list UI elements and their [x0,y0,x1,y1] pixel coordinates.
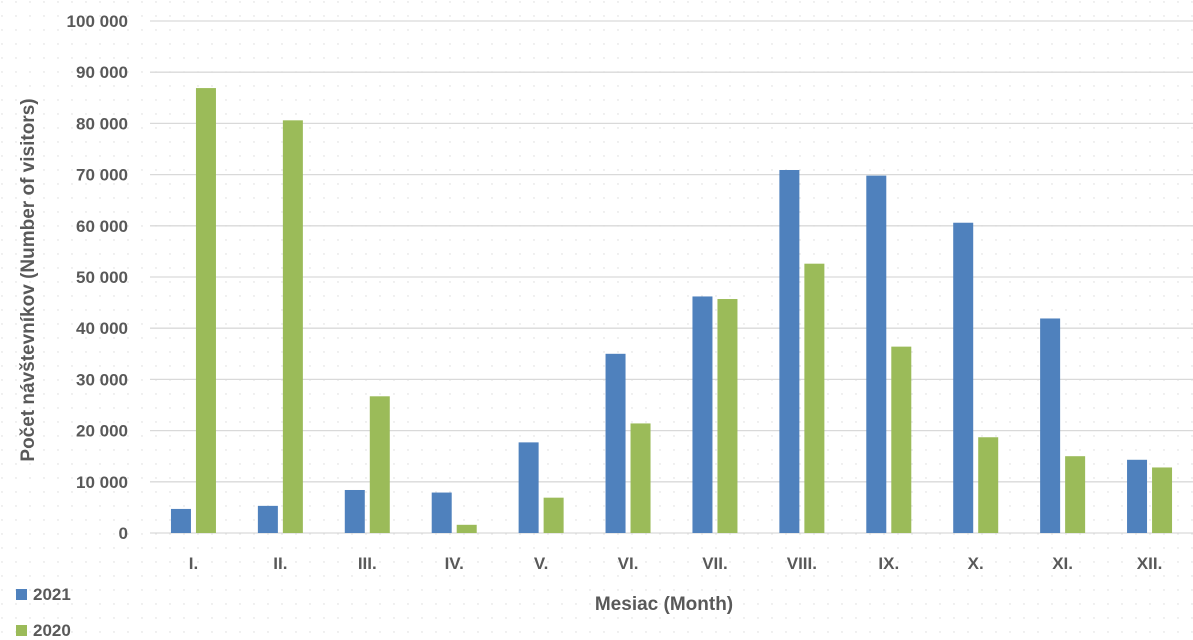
x-tick-label: XII. [1137,554,1163,573]
bar-2020-11 [1152,467,1173,533]
x-tick-label: XI. [1052,554,1073,573]
x-tick-label: I. [189,554,198,573]
y-tick-label: 40 000 [76,319,128,338]
y-axis-title: Počet návštevníkov (Number of visitors) [18,98,39,461]
gridlines [150,20,1193,534]
bar-2021-10 [1040,318,1061,533]
bar-2021-2 [344,489,365,533]
bar-2021-0 [170,508,191,533]
x-tick-label: IX. [878,554,899,573]
x-tick-label: VIII. [787,554,817,573]
y-tick-label: 20 000 [76,422,128,441]
bar-2021-8 [866,175,887,533]
y-tick-label: 60 000 [76,217,128,236]
bar-2021-5 [605,353,626,533]
y-tick-label: 30 000 [76,370,128,389]
x-axis-title: Mesiac (Month) [595,594,733,615]
x-tick-labels: I. II. III. IV. V. VI. VII. VIII. IX. X. XI. XII. [189,554,1163,573]
y-tick-label: 70 000 [76,166,128,185]
bar-2021-1 [257,505,278,533]
legend-swatch-2021 [16,589,27,600]
y-tick-label: 50 000 [76,268,128,287]
y-tick-label: 80 000 [76,114,128,133]
legend-swatch-2020 [16,625,27,636]
bar-2020-2 [369,396,390,533]
y-tick-label: 10 000 [76,473,128,492]
bar-2021-3 [431,492,452,533]
x-tick-label: V. [534,554,549,573]
y-tick-labels: 0 10 000 20 000 30 000 40 000 50 000 60 000 70 … [67,12,128,543]
bar-2020-8 [891,346,912,533]
legend-label-2021: 2021 [33,585,71,604]
bar-2021-7 [779,169,800,533]
bar-2020-5 [630,423,651,533]
bar-2021-6 [692,296,713,533]
bar-2021-9 [953,222,974,533]
bar-2020-9 [978,437,999,533]
x-tick-label: VI. [618,554,639,573]
bar-2020-1 [282,120,303,533]
y-tick-label: 90 000 [76,63,128,82]
bar-2020-3 [456,524,477,533]
legend-label-2020: 2020 [33,621,71,640]
x-tick-label: II. [273,554,287,573]
bar-2020-0 [195,88,216,534]
x-tick-label: IV. [445,554,464,573]
bar-2020-7 [804,263,825,533]
y-tick-label: 0 [119,524,128,543]
bar-2021-11 [1127,459,1148,533]
x-tick-label: III. [358,554,377,573]
y-tick-label: 100 000 [67,12,128,31]
bar-2020-4 [543,497,564,533]
bar-2020-10 [1065,456,1086,533]
x-tick-label: X. [968,554,984,573]
bar-2020-6 [717,299,738,533]
legend: 2021 2020 [16,585,71,640]
bars [170,88,1173,534]
bar-2021-4 [518,442,539,533]
x-tick-label: VII. [702,554,728,573]
